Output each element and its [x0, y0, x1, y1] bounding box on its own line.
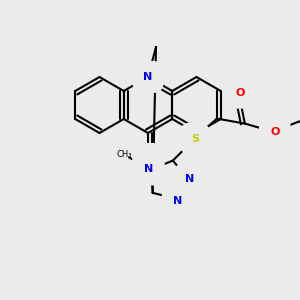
Text: O: O	[270, 127, 280, 136]
Text: S: S	[191, 134, 199, 144]
Text: N: N	[185, 174, 195, 184]
Text: N: N	[173, 196, 182, 206]
Text: O: O	[235, 88, 244, 98]
Text: O: O	[143, 154, 153, 164]
Text: N: N	[143, 72, 153, 82]
Text: CH₃: CH₃	[116, 150, 132, 159]
Text: N: N	[144, 164, 154, 174]
